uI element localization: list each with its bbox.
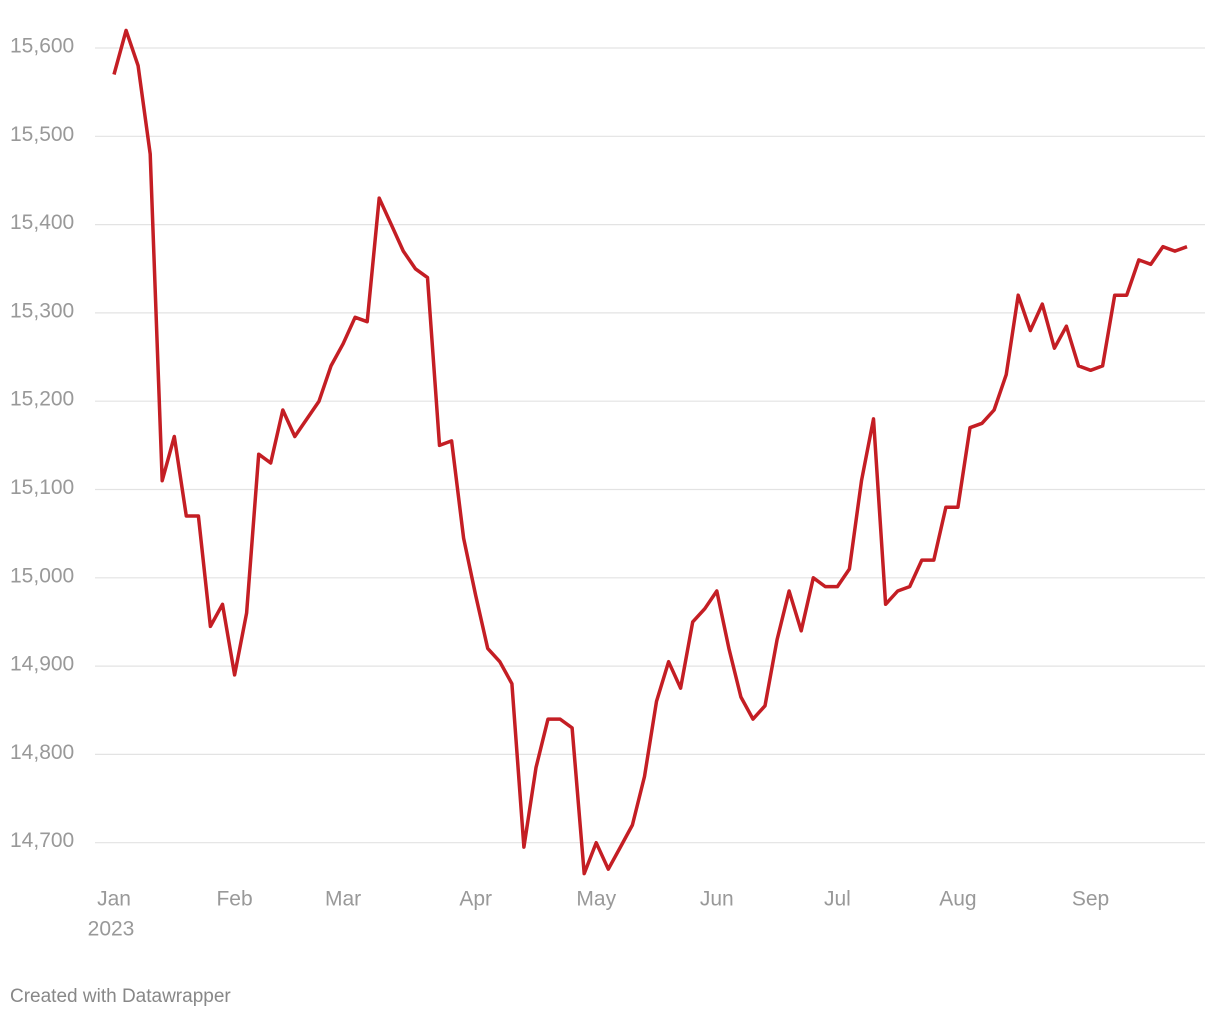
x-tick-label: Jan <box>97 888 131 911</box>
line <box>112 28 1188 876</box>
footer: Created with Datawrapper <box>10 986 231 1007</box>
x-tick-label: Mar <box>325 888 361 911</box>
y-tick-label: 15,400 <box>10 211 74 234</box>
y-tick-label: 15,500 <box>10 123 74 146</box>
y-tick-label: 15,600 <box>10 35 74 58</box>
x-tick-label: Sep <box>1072 888 1109 911</box>
y-tick-label: 15,100 <box>10 476 74 499</box>
y-tick-label: 15,200 <box>10 388 74 411</box>
y-tick-label: 14,800 <box>10 741 74 764</box>
x-tick-label: Aug <box>939 888 976 911</box>
x-year-label: 2023 <box>88 918 135 941</box>
x-tick-label: Jul <box>824 888 851 911</box>
y-tick-label: 15,000 <box>10 564 74 587</box>
x-tick-label: May <box>576 888 616 911</box>
x-tick-label: Apr <box>459 888 492 911</box>
x-tick-label: Feb <box>216 888 252 911</box>
y-tick-label: 15,300 <box>10 299 74 322</box>
y-tick-label: 14,900 <box>10 653 74 676</box>
x-tick-label: Jun <box>700 888 734 911</box>
y-tick-label: 14,700 <box>10 829 74 852</box>
